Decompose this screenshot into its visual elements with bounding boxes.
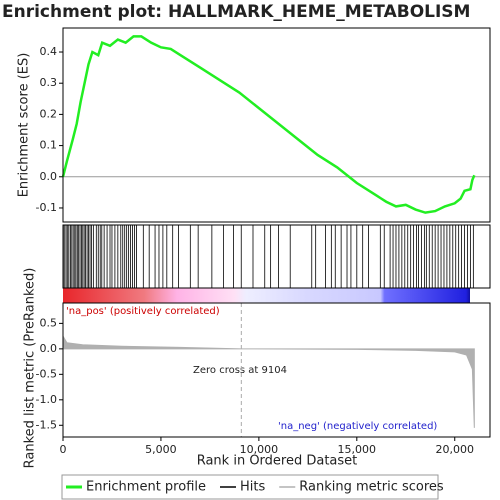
y-tick-label: 0.0: [40, 170, 58, 183]
x-tick-label: 15,000: [338, 443, 377, 456]
metric-area: [62, 334, 475, 428]
y-tick-label: -1.5: [36, 418, 57, 431]
panel-frame: [62, 224, 491, 289]
es-line: [61, 35, 476, 214]
x-tick-label: 10,000: [240, 443, 279, 456]
annotation: Zero cross at 9104: [193, 365, 287, 376]
x-tick-label: 20,000: [435, 443, 474, 456]
panel-frame: [62, 27, 491, 223]
y-axis-label: Enrichment score (ES): [17, 53, 32, 198]
legend: [61, 474, 439, 500]
panel-frame: [62, 302, 491, 438]
annotation: 'na_neg' (negatively correlated): [278, 421, 437, 432]
y-tick-label: 0.5: [40, 316, 58, 329]
y-tick-label: -0.5: [36, 367, 57, 380]
y-tick-label: -1.0: [36, 393, 57, 406]
chart-title: Enrichment plot: HALLMARK_HEME_METABOLIS…: [2, 2, 470, 22]
color-bar: [63, 288, 470, 303]
annotation: 'na_pos' (positively correlated): [66, 306, 220, 317]
y-axis-label: Ranked list metric (PreRanked): [23, 268, 38, 469]
y-tick-label: 0.4: [40, 45, 58, 58]
y-tick-label: 0.1: [40, 139, 58, 152]
y-tick-label: -0.1: [36, 201, 57, 214]
x-tick-label: 5,000: [145, 443, 177, 456]
y-tick-label: 0.0: [40, 342, 58, 355]
legend-label: Ranking metric scores: [299, 480, 444, 495]
legend-label: Hits: [240, 480, 265, 495]
y-tick-label: 0.3: [40, 76, 58, 89]
x-tick-label: 0: [60, 443, 67, 456]
legend-label: Enrichment profile: [86, 480, 206, 495]
x-axis-label: Rank in Ordered Dataset: [197, 454, 358, 469]
y-tick-label: 0.2: [40, 107, 58, 120]
